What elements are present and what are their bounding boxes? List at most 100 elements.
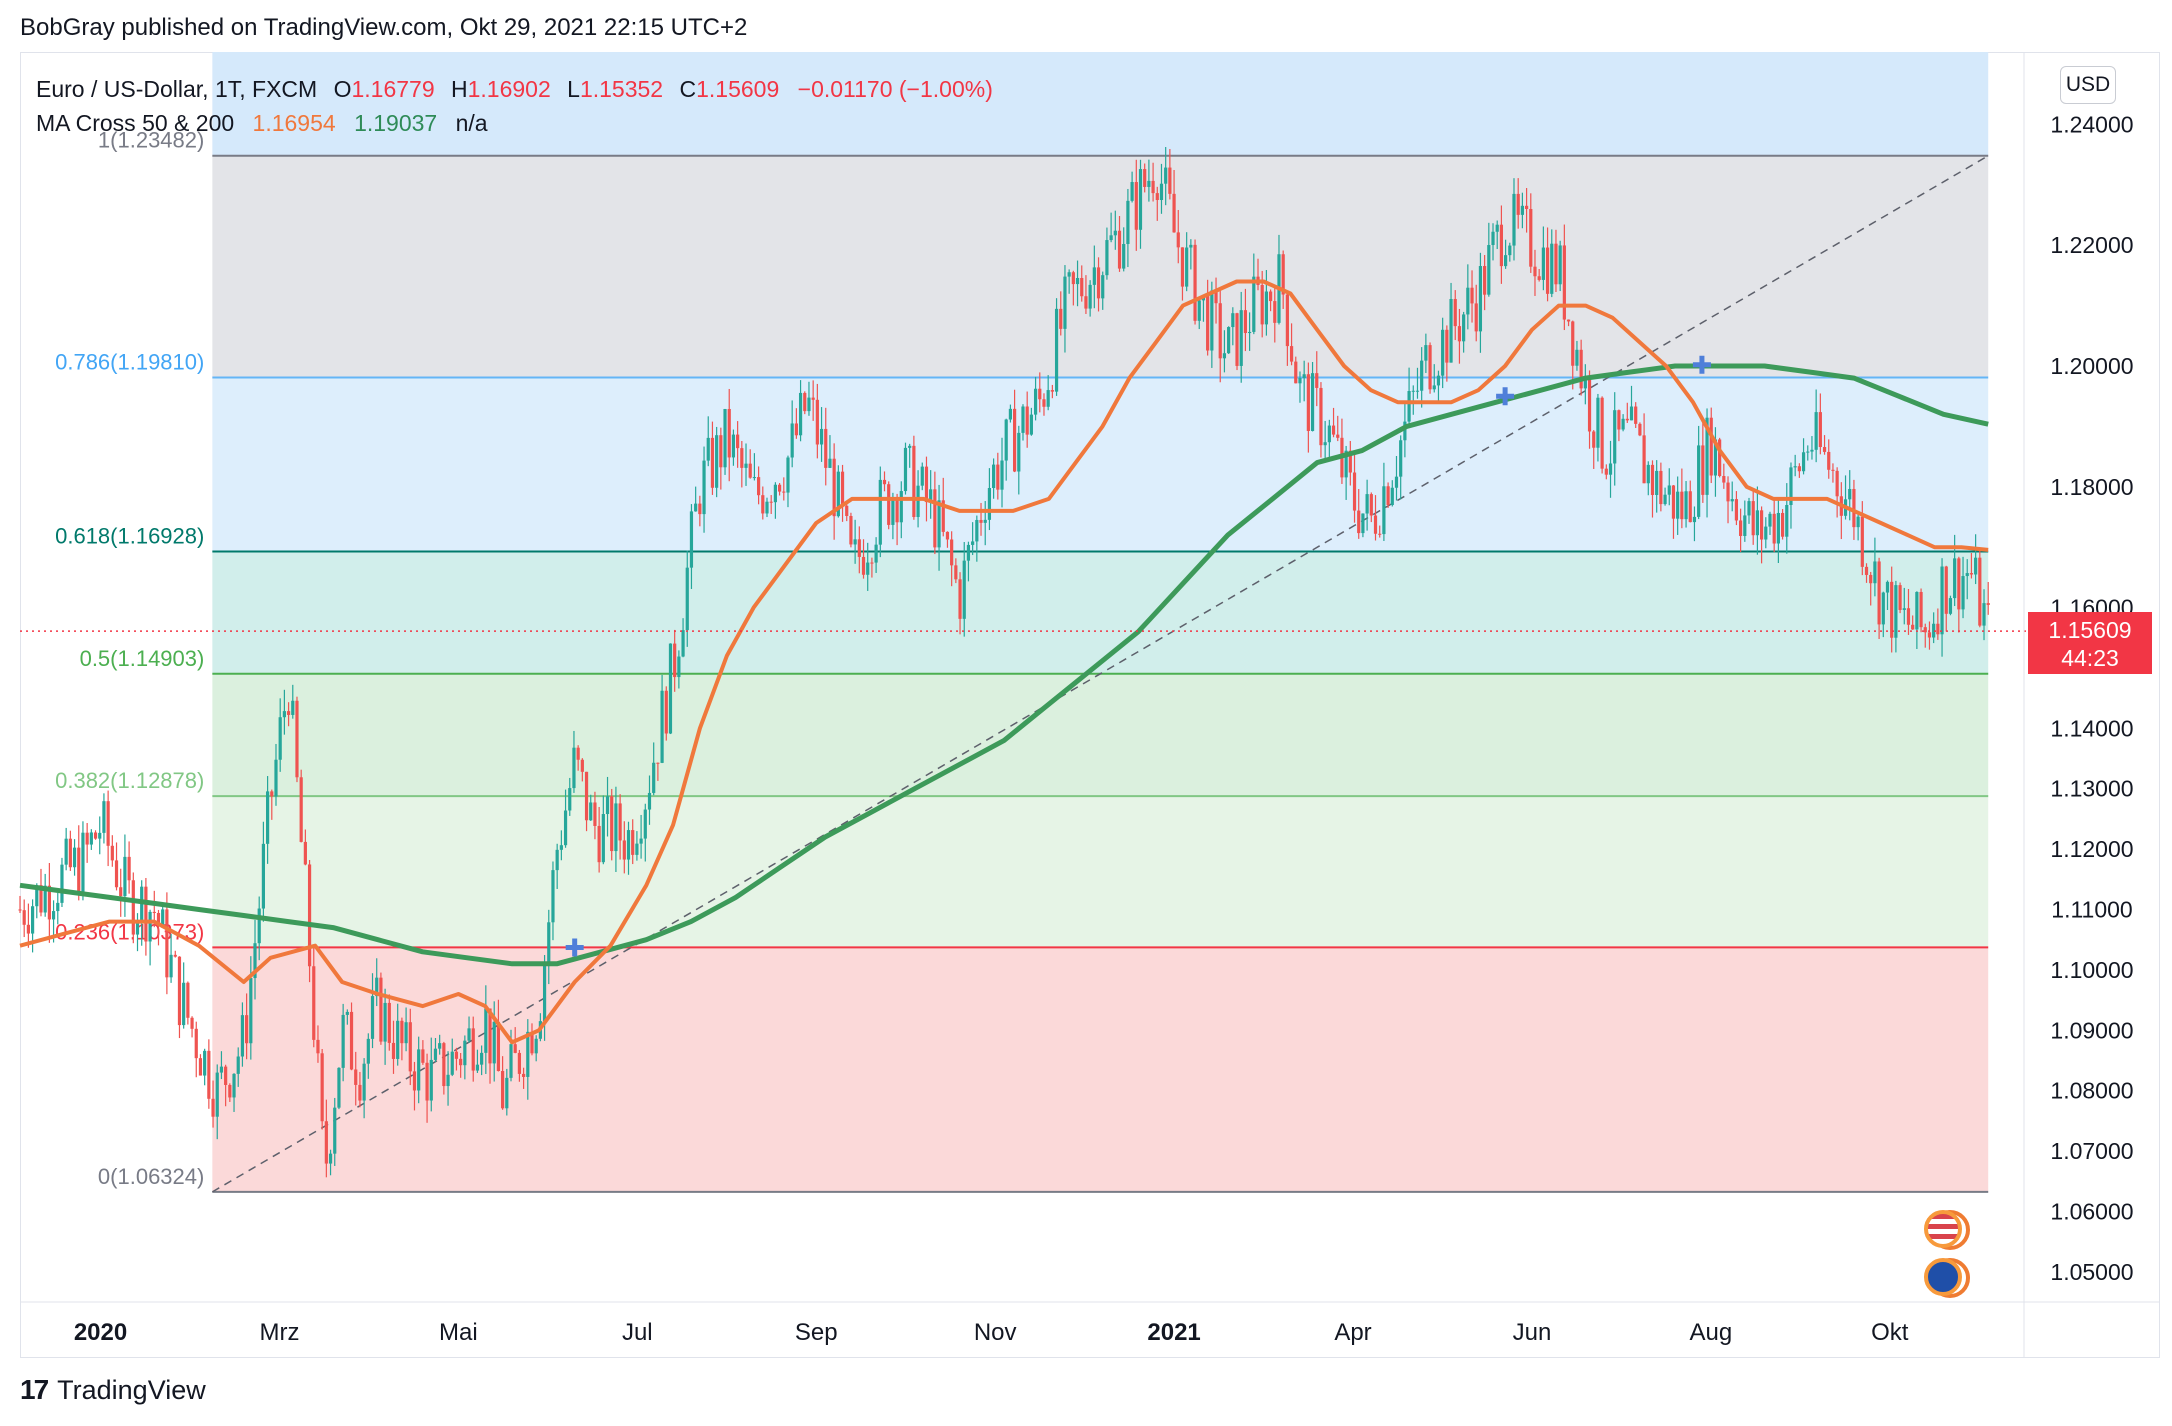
candle-body [1428,345,1432,390]
currency-button[interactable]: USD [2060,66,2116,104]
y-tick-label: 1.08000 [2050,1078,2133,1104]
close-value: 1.15609 [696,76,780,102]
candles [18,147,1990,1178]
candle-body [1357,510,1361,534]
candle-body [635,843,639,855]
open-value: 1.16779 [351,76,435,102]
candle-body [513,1044,517,1053]
candle-body [1449,298,1453,363]
candle-body [916,485,920,518]
candle-body [1206,295,1210,351]
fib-band-top [212,52,1989,156]
candle-body [1579,349,1583,389]
candle-body [568,788,572,811]
candle-body [744,463,748,468]
candle-body [127,856,131,881]
candle-body [547,922,551,963]
candle-body [727,408,731,458]
ohlc-close: C1.15609 [669,76,779,102]
candle-body [1793,466,1797,468]
candle-body [866,562,870,575]
candle-body [282,711,286,718]
candle-body [618,803,622,841]
candle-body [1789,467,1793,505]
candle-body [266,791,270,844]
candle-body [1411,390,1415,392]
ma-cross-marker [565,938,584,957]
candle-body [1105,240,1109,276]
candle-body [1625,418,1629,421]
candle-body [140,886,144,923]
fib-label-0: 0(1.06324) [98,1164,204,1189]
candle-body [1705,417,1709,495]
candle-body [1063,276,1067,329]
candle-body [349,1011,354,1070]
candle-body [1957,558,1961,610]
candle-body [1373,515,1378,534]
candle-body [1109,235,1113,241]
candle-body [966,544,971,561]
candle-body [1558,245,1562,285]
candle-body [1520,205,1524,215]
candle-body [35,885,39,907]
candle-body [72,847,77,868]
candle-body [1172,193,1176,233]
candle-body [429,1059,433,1101]
candle-body [761,495,765,514]
us-flag-icon[interactable] [1924,1210,1962,1248]
candle-body [1533,266,1537,277]
candle-body [253,943,257,979]
candle-body [824,428,828,468]
candle-body [1336,434,1340,438]
candle-body [1155,193,1159,201]
candle-body [794,423,798,436]
candle-body [1772,513,1776,544]
candle-body [1650,464,1655,495]
candle-body [1113,230,1117,236]
candle-body [601,814,605,863]
candle-body [1596,397,1600,448]
candle-body [1424,345,1428,361]
candle-body [610,796,614,852]
candle-body [433,1048,438,1060]
candle-body [1776,512,1780,544]
candle-body [341,1014,345,1068]
candle-body [1684,491,1688,520]
candle-body [1780,512,1785,537]
candle-body [1088,284,1092,309]
candle-body [647,792,652,810]
candle-body [1281,254,1285,295]
candle-body [1289,346,1294,362]
candle-body [56,902,60,912]
footer-brand: TradingView [57,1374,206,1405]
moving-averages [19,279,1989,1045]
eu-flag-icon[interactable] [1924,1258,1962,1296]
fib-band-0.618 [212,551,1989,674]
candle-body [878,479,882,545]
candle-body [551,870,555,923]
candle-body [1273,301,1277,323]
candle-body [836,471,840,517]
candle-body [85,832,89,845]
candle-body [807,397,811,412]
candle-body [1143,169,1147,187]
candle-body [840,471,845,506]
candle-body [1504,255,1508,267]
candle-body [589,802,593,821]
chart-legend: Euro / US-Dollar, 1T, FXCM O1.16779 H1.1… [36,72,993,140]
x-tick-label: 2021 [1147,1319,1200,1346]
candle-body [379,977,383,1042]
candle-body [1755,510,1760,536]
candle-body [958,579,962,619]
candle-body [1743,515,1747,536]
candle-body [819,428,824,445]
candle-body [1550,243,1554,294]
candle-body [1848,488,1852,500]
axes: 1.240001.220001.200001.180001.160001.140… [20,52,2160,1358]
candle-body [1936,623,1940,635]
candle-body [1499,224,1504,267]
candle-body [144,886,148,942]
candle-body [1566,319,1571,322]
candle-body [891,499,895,525]
